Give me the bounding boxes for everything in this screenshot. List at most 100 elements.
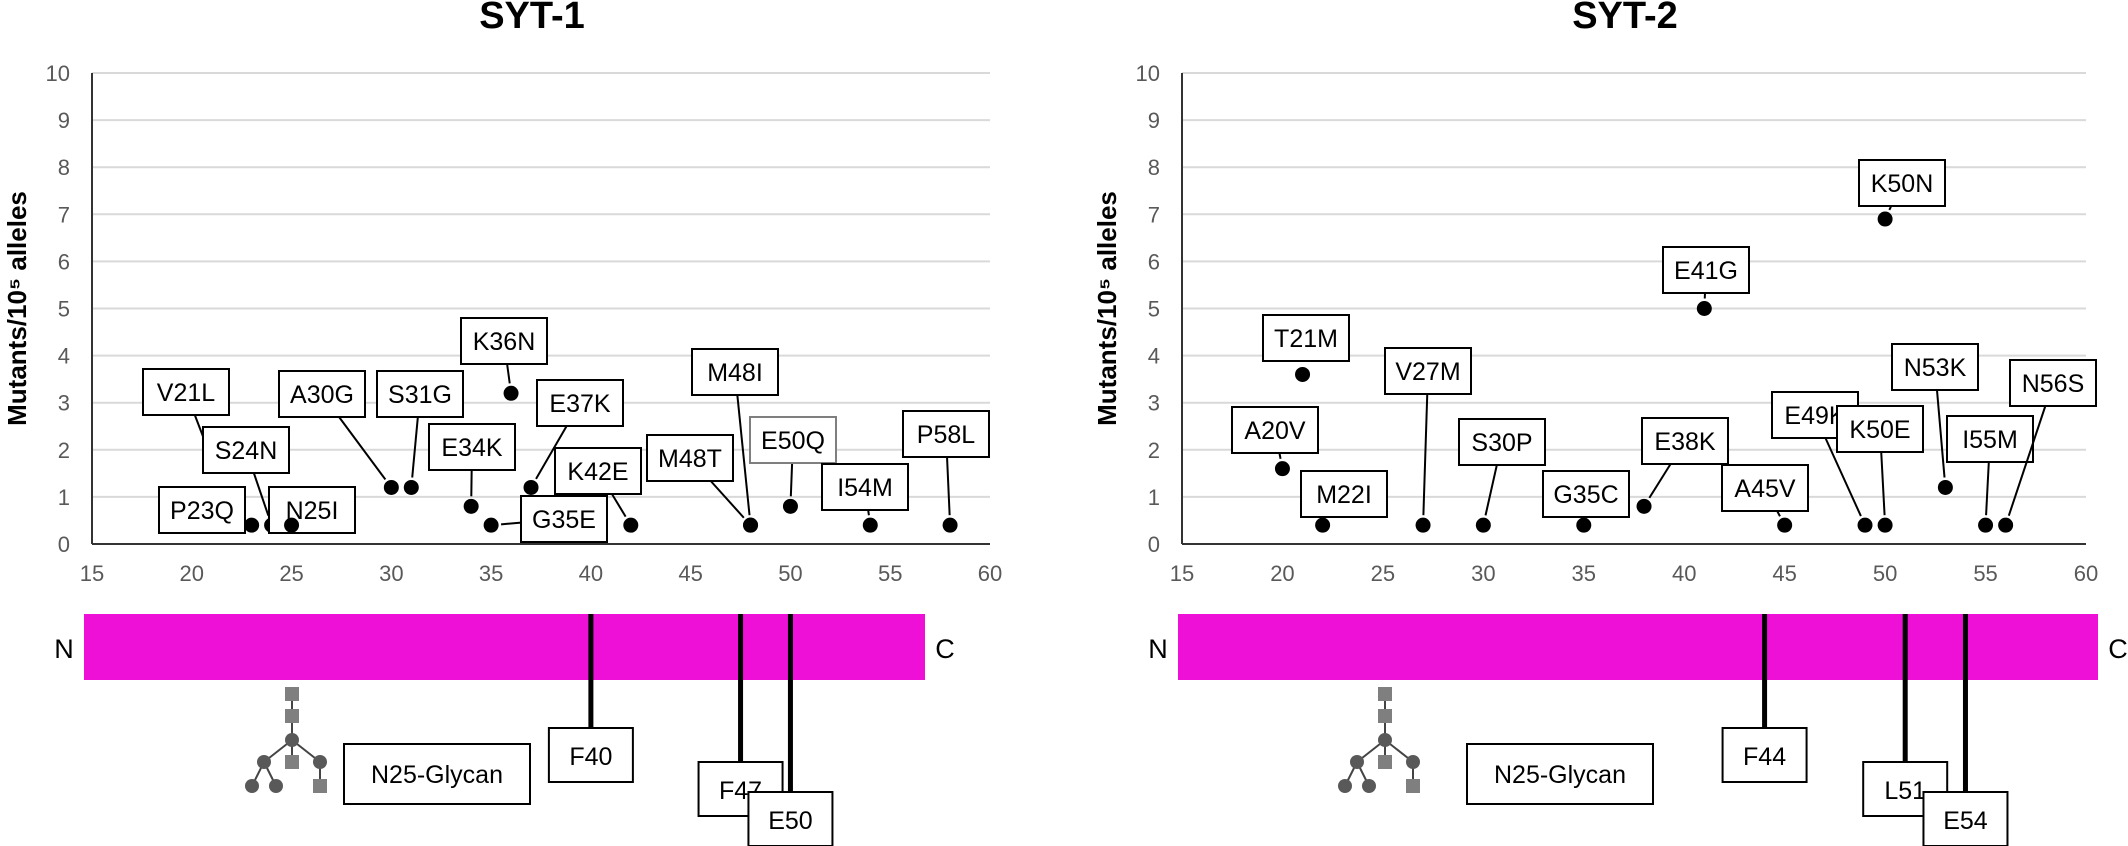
data-point xyxy=(1295,366,1311,382)
y-tick-label: 3 xyxy=(58,391,70,416)
point-label-box xyxy=(460,317,548,365)
y-axis-label: Mutants/10⁵ alleles xyxy=(2,191,32,426)
residue-marker-label: E54 xyxy=(1943,807,1988,835)
x-tick-label: 40 xyxy=(579,561,603,586)
y-tick-label: 2 xyxy=(1148,438,1160,463)
leader-line xyxy=(252,472,270,517)
data-point xyxy=(1576,517,1592,533)
y-tick-label: 4 xyxy=(58,344,70,369)
leader-line xyxy=(411,416,419,478)
point-label: V21L xyxy=(157,379,215,407)
data-point xyxy=(1415,517,1431,533)
residue-marker-label: L51 xyxy=(1884,777,1926,805)
glycan-label-box xyxy=(1466,743,1654,805)
point-label-box xyxy=(202,426,290,474)
x-tick-label: 55 xyxy=(1973,561,1997,586)
y-tick-label: 4 xyxy=(1148,344,1160,369)
leader-line xyxy=(1484,464,1498,516)
point-label: E34K xyxy=(441,434,502,462)
x-tick-label: 25 xyxy=(1371,561,1395,586)
protein-domain-bar xyxy=(1178,614,2098,680)
residue-marker-label: F44 xyxy=(1743,743,1786,771)
data-point xyxy=(782,498,798,514)
data-point xyxy=(244,517,260,533)
leader-line xyxy=(1824,437,1862,517)
glycan-tree-icon xyxy=(1338,687,1420,793)
residue-marker-box xyxy=(547,727,634,783)
n-terminus-label: N xyxy=(54,634,74,664)
point-label: I55M xyxy=(1962,426,2018,454)
residue-marker-box xyxy=(1922,791,2009,846)
y-tick-label: 2 xyxy=(58,438,70,463)
point-label-box xyxy=(902,410,990,458)
point-label: E37K xyxy=(549,390,610,418)
y-tick-label: 10 xyxy=(46,61,70,86)
leader-line xyxy=(1648,463,1672,499)
protein-domain-bar xyxy=(84,614,925,680)
point-label-box xyxy=(1262,314,1350,362)
n-terminus-label: N xyxy=(1148,634,1168,664)
leader-line xyxy=(500,521,522,526)
data-point xyxy=(623,517,639,533)
data-point xyxy=(1636,498,1652,514)
leader-line xyxy=(1935,389,1946,478)
data-point xyxy=(523,479,539,495)
y-tick-label: 1 xyxy=(1148,485,1160,510)
data-point xyxy=(503,385,519,401)
x-tick-label: 60 xyxy=(2074,561,2098,586)
point-label-box xyxy=(268,486,356,534)
data-point xyxy=(284,517,300,533)
y-tick-label: 0 xyxy=(58,532,70,557)
point-label-box xyxy=(1542,470,1630,518)
point-label-box xyxy=(1641,417,1729,465)
point-label: M22I xyxy=(1316,481,1372,509)
leader-line xyxy=(1880,451,1886,516)
y-tick-label: 3 xyxy=(1148,391,1160,416)
leader-line xyxy=(506,363,511,384)
point-label-box xyxy=(821,463,909,511)
y-tick-label: 7 xyxy=(58,202,70,227)
point-label: A20V xyxy=(1244,417,1305,445)
glycan-label: N25-Glycan xyxy=(371,761,503,789)
y-tick-label: 8 xyxy=(1148,155,1160,180)
chart-title: SYT-2 xyxy=(1572,0,1678,37)
leader-line xyxy=(1422,393,1429,516)
x-tick-label: 55 xyxy=(878,561,902,586)
data-point xyxy=(1696,301,1712,316)
point-label-box xyxy=(1662,246,1750,294)
y-tick-label: 9 xyxy=(1148,108,1160,133)
point-label: M48T xyxy=(658,445,722,473)
point-label-box xyxy=(2009,359,2097,407)
leader-line xyxy=(1985,461,1990,516)
x-tick-label: 50 xyxy=(778,561,802,586)
leader-line xyxy=(709,480,745,519)
point-label: E38K xyxy=(1654,428,1715,456)
data-point xyxy=(463,498,479,514)
point-label: P23Q xyxy=(170,497,234,525)
point-label: E50Q xyxy=(761,427,825,455)
point-label: V27M xyxy=(1395,358,1460,386)
x-tick-label: 15 xyxy=(80,561,104,586)
point-label-box xyxy=(1946,415,2034,463)
data-point xyxy=(1857,517,1873,533)
x-tick-label: 20 xyxy=(180,561,204,586)
point-label-box xyxy=(428,423,516,471)
c-terminus-label: C xyxy=(935,634,955,664)
point-label: G35E xyxy=(532,506,596,534)
x-tick-label: 35 xyxy=(479,561,503,586)
data-point xyxy=(1777,517,1793,533)
leader-line xyxy=(2007,405,2047,516)
y-tick-label: 8 xyxy=(58,155,70,180)
point-label: T21M xyxy=(1274,325,1338,353)
data-point xyxy=(1315,517,1331,533)
point-label: S30P xyxy=(1471,429,1532,457)
data-point xyxy=(1274,461,1290,477)
c-terminus-label: C xyxy=(2108,634,2128,664)
y-tick-label: 5 xyxy=(1148,297,1160,322)
y-tick-label: 10 xyxy=(1136,61,1160,86)
x-tick-label: 25 xyxy=(279,561,303,586)
point-label-box xyxy=(278,370,366,418)
leader-line xyxy=(946,456,951,516)
